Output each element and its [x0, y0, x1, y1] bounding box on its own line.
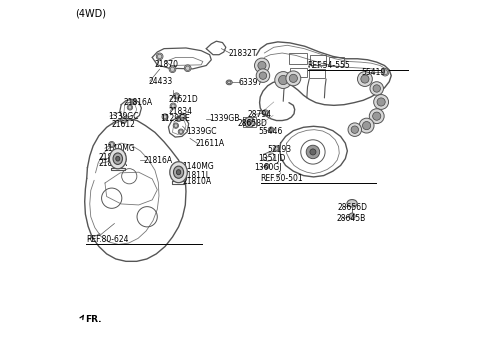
Ellipse shape — [156, 53, 163, 60]
Ellipse shape — [254, 58, 269, 73]
Text: 21612: 21612 — [111, 120, 135, 129]
Text: 1360GJ: 1360GJ — [254, 163, 281, 172]
Ellipse shape — [127, 105, 132, 110]
Ellipse shape — [306, 145, 320, 159]
Text: 21832T: 21832T — [228, 48, 257, 58]
Ellipse shape — [358, 72, 372, 86]
Ellipse shape — [170, 162, 187, 183]
Ellipse shape — [109, 148, 126, 169]
Ellipse shape — [116, 156, 120, 161]
Bar — [310, 55, 326, 65]
Text: 21810R: 21810R — [98, 159, 128, 168]
Ellipse shape — [370, 82, 384, 95]
Text: 21816A: 21816A — [123, 99, 153, 107]
Ellipse shape — [286, 71, 301, 86]
Ellipse shape — [377, 98, 385, 106]
Text: 1140MG: 1140MG — [182, 162, 215, 171]
Ellipse shape — [180, 113, 186, 119]
Text: 21611A: 21611A — [195, 139, 225, 148]
Ellipse shape — [268, 127, 274, 132]
Ellipse shape — [132, 99, 137, 105]
Ellipse shape — [348, 123, 361, 136]
Text: 1351JD: 1351JD — [258, 154, 285, 163]
Ellipse shape — [264, 164, 269, 168]
Ellipse shape — [278, 75, 288, 85]
Text: 1339GB: 1339GB — [210, 114, 240, 123]
Ellipse shape — [374, 95, 388, 109]
Ellipse shape — [349, 213, 355, 219]
Text: 55419: 55419 — [361, 68, 385, 77]
Ellipse shape — [274, 146, 279, 151]
Ellipse shape — [258, 61, 266, 69]
Ellipse shape — [113, 153, 122, 164]
Text: REF.80-624: REF.80-624 — [86, 235, 129, 244]
Ellipse shape — [108, 141, 115, 147]
Ellipse shape — [275, 72, 292, 88]
Ellipse shape — [169, 66, 176, 73]
Ellipse shape — [362, 121, 371, 130]
Text: 1339GC: 1339GC — [108, 112, 139, 121]
Ellipse shape — [173, 166, 184, 178]
Ellipse shape — [382, 68, 389, 76]
Text: 21811L: 21811L — [182, 171, 211, 180]
Text: 55446: 55446 — [259, 127, 283, 136]
Ellipse shape — [176, 116, 181, 122]
Ellipse shape — [289, 74, 298, 82]
Bar — [329, 57, 344, 66]
Text: 21810A: 21810A — [182, 177, 212, 186]
Ellipse shape — [173, 123, 179, 128]
Ellipse shape — [359, 118, 374, 133]
Text: 21811R: 21811R — [98, 153, 127, 162]
Ellipse shape — [178, 129, 184, 134]
Text: 28645B: 28645B — [336, 214, 366, 223]
Ellipse shape — [176, 170, 181, 175]
Ellipse shape — [173, 93, 180, 99]
Text: FR.: FR. — [85, 315, 102, 324]
Ellipse shape — [162, 114, 168, 120]
Text: 21834: 21834 — [168, 107, 192, 116]
Text: 21816A: 21816A — [144, 156, 173, 164]
Ellipse shape — [372, 112, 381, 120]
Bar — [289, 53, 307, 64]
Ellipse shape — [184, 65, 191, 72]
Text: 52193: 52193 — [267, 145, 291, 155]
Ellipse shape — [247, 120, 252, 125]
Text: 28656D: 28656D — [338, 203, 368, 212]
Text: 21870: 21870 — [155, 60, 179, 69]
Ellipse shape — [310, 149, 316, 155]
Bar — [309, 68, 325, 78]
Text: 1339GC: 1339GC — [186, 127, 216, 136]
Ellipse shape — [259, 72, 267, 79]
Text: 28794: 28794 — [247, 110, 272, 119]
Ellipse shape — [351, 126, 359, 133]
Text: REF.50-501: REF.50-501 — [261, 174, 303, 183]
Ellipse shape — [369, 109, 384, 124]
Text: (4WD): (4WD) — [75, 8, 106, 18]
Text: 63397: 63397 — [239, 78, 264, 87]
Ellipse shape — [262, 110, 268, 116]
Bar — [289, 67, 307, 77]
Text: REF.54-555: REF.54-555 — [308, 61, 350, 70]
Text: 28658D: 28658D — [238, 119, 268, 128]
Text: 1129GE: 1129GE — [161, 114, 191, 123]
Ellipse shape — [347, 200, 357, 207]
Text: 1140MG: 1140MG — [103, 144, 135, 153]
Ellipse shape — [256, 69, 270, 82]
Ellipse shape — [373, 85, 381, 92]
Ellipse shape — [120, 118, 127, 124]
Ellipse shape — [226, 80, 232, 85]
Ellipse shape — [244, 117, 254, 127]
Ellipse shape — [170, 103, 176, 109]
Text: 24433: 24433 — [148, 77, 172, 85]
Ellipse shape — [361, 75, 369, 83]
Text: 21621D: 21621D — [168, 95, 198, 104]
